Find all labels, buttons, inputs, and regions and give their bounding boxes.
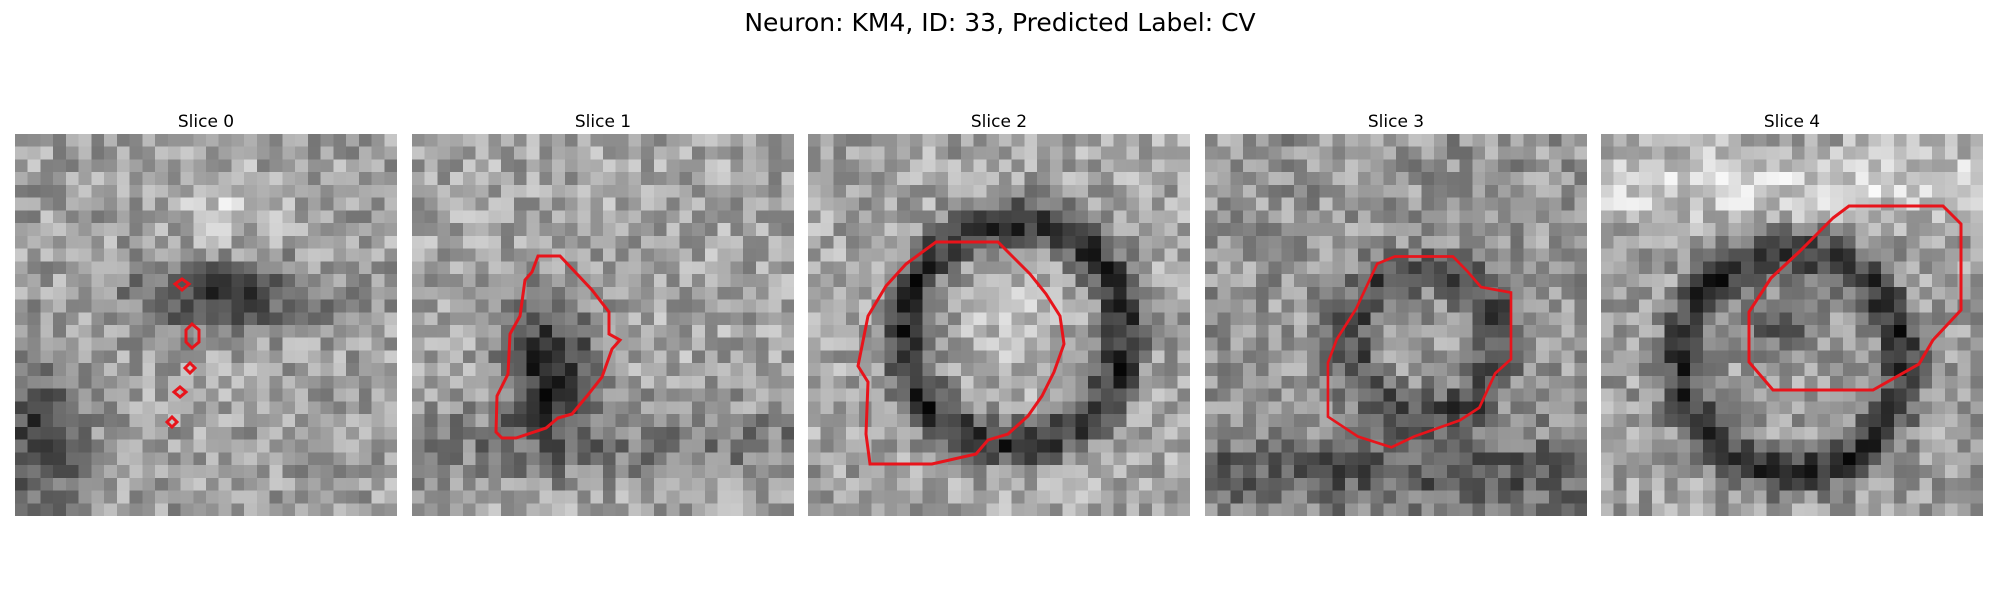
slice-image-canvas-3 — [1205, 134, 1587, 516]
slice-title-4: Slice 4 — [1763, 112, 1821, 132]
segmentation-contour-1 — [494, 254, 623, 440]
slice-image-0 — [15, 134, 397, 516]
slice-image-canvas-2 — [808, 134, 1190, 516]
contour-segment — [172, 277, 192, 292]
segmentation-contour-2 — [856, 240, 1066, 466]
slice-panel-1: Slice 1 — [412, 110, 794, 516]
contour-segment — [1747, 204, 1963, 392]
contour-segment — [184, 321, 201, 351]
slice-panel-2: Slice 2 — [808, 110, 1190, 516]
slice-title-2: Slice 2 — [970, 112, 1028, 132]
slice-image-4 — [1601, 134, 1983, 516]
contour-segment — [1326, 255, 1513, 449]
segmentation-contour-3 — [1326, 255, 1513, 449]
slice-panel-0: Slice 0 — [15, 110, 397, 516]
slice-title-1: Slice 1 — [574, 112, 632, 132]
slice-image-canvas-4 — [1601, 134, 1983, 516]
contour-segment — [494, 254, 623, 440]
contour-segment — [182, 360, 198, 376]
slice-image-canvas-1 — [412, 134, 794, 516]
slice-image-3 — [1205, 134, 1587, 516]
slice-image-2 — [808, 134, 1190, 516]
figure-title: Neuron: KM4, ID: 33, Predicted Label: CV — [744, 8, 1256, 37]
contour-segment — [856, 240, 1066, 466]
slice-title-0: Slice 0 — [177, 112, 235, 132]
slice-title-3: Slice 3 — [1367, 112, 1425, 132]
segmentation-contour-4 — [1747, 204, 1963, 392]
slice-image-1 — [412, 134, 794, 516]
slice-image-canvas-0 — [15, 134, 397, 516]
slice-panel-4: Slice 4 — [1601, 110, 1983, 516]
slice-panel-3: Slice 3 — [1205, 110, 1587, 516]
segmentation-contour-0 — [164, 277, 201, 430]
contour-segment — [171, 385, 189, 399]
contour-segment — [164, 414, 180, 430]
